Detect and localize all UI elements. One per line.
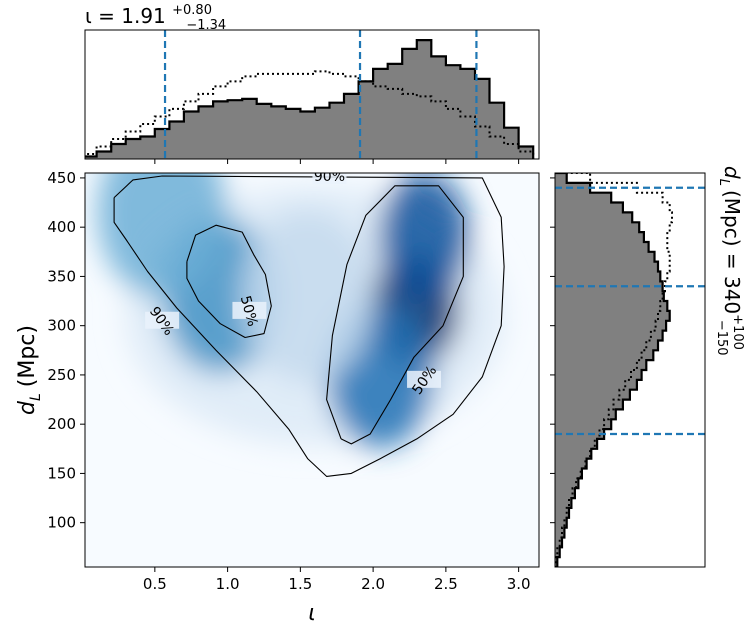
contour-label-bg [145,311,180,329]
y-tick-label: 450 [47,169,76,187]
y-tick-label: 400 [47,218,76,236]
density-blob [379,173,470,303]
y-tick-label: 250 [47,366,76,384]
iota-prior-dotted-line [85,70,535,159]
density-blob [240,209,375,384]
main-density-panel: 50%50%90%90% 0.5 1.0 1.5 2.0 2.5 3.0 10015020… [15,169,540,626]
iota-title: ι = 1.91 +0.80 −1.34 [85,0,226,33]
contour-label: 50% [237,294,261,328]
x-tick-label: 3.0 [507,575,531,593]
y-tick-label: 200 [47,415,76,433]
contour-label-bg [407,370,442,388]
contour-label-group: 50% [232,294,267,328]
top-axes-frame [84,29,540,160]
x-tick-label: 1.0 [216,575,240,593]
contour-label-bg [312,173,347,184]
contour-90pct-line [113,175,505,477]
iota-histogram-fill [85,40,534,159]
contour-label-group: 90% [145,304,180,339]
y-axis-label: dL(Mpc) [15,325,44,415]
contour-label-group: 90% [312,169,347,185]
distance-prior-dotted-line [555,173,673,567]
y-tick-label: 100 [47,514,76,532]
density-blob [97,173,228,298]
right-axes-frame [554,172,706,568]
contour-50pct-line [186,224,272,339]
top-marginal-panel: ι = 1.91 +0.80 −1.34 [84,0,540,164]
y-tick-label: 300 [47,317,76,335]
right-marginal-panel: dL(Mpc) = 340+100−150 [550,166,745,568]
contour-50pct-line [326,185,464,445]
contour-label: 90% [314,169,345,185]
x-tick-label: 2.5 [434,575,458,593]
x-tick-label: 1.5 [288,575,312,593]
y-tick-label: 150 [47,464,76,482]
contour-label-bg [232,301,267,319]
x-axis-label: ι [308,601,315,626]
distance-histogram-edge [555,173,671,567]
y-tick-label: 350 [47,267,76,285]
x-tick-label: 2.0 [361,575,385,593]
distance-title: dL(Mpc) = 340+100−150 [714,166,745,356]
iota-histogram-edge [85,39,535,159]
x-tick-label: 0.5 [143,575,167,593]
main-axes-frame [84,172,540,568]
